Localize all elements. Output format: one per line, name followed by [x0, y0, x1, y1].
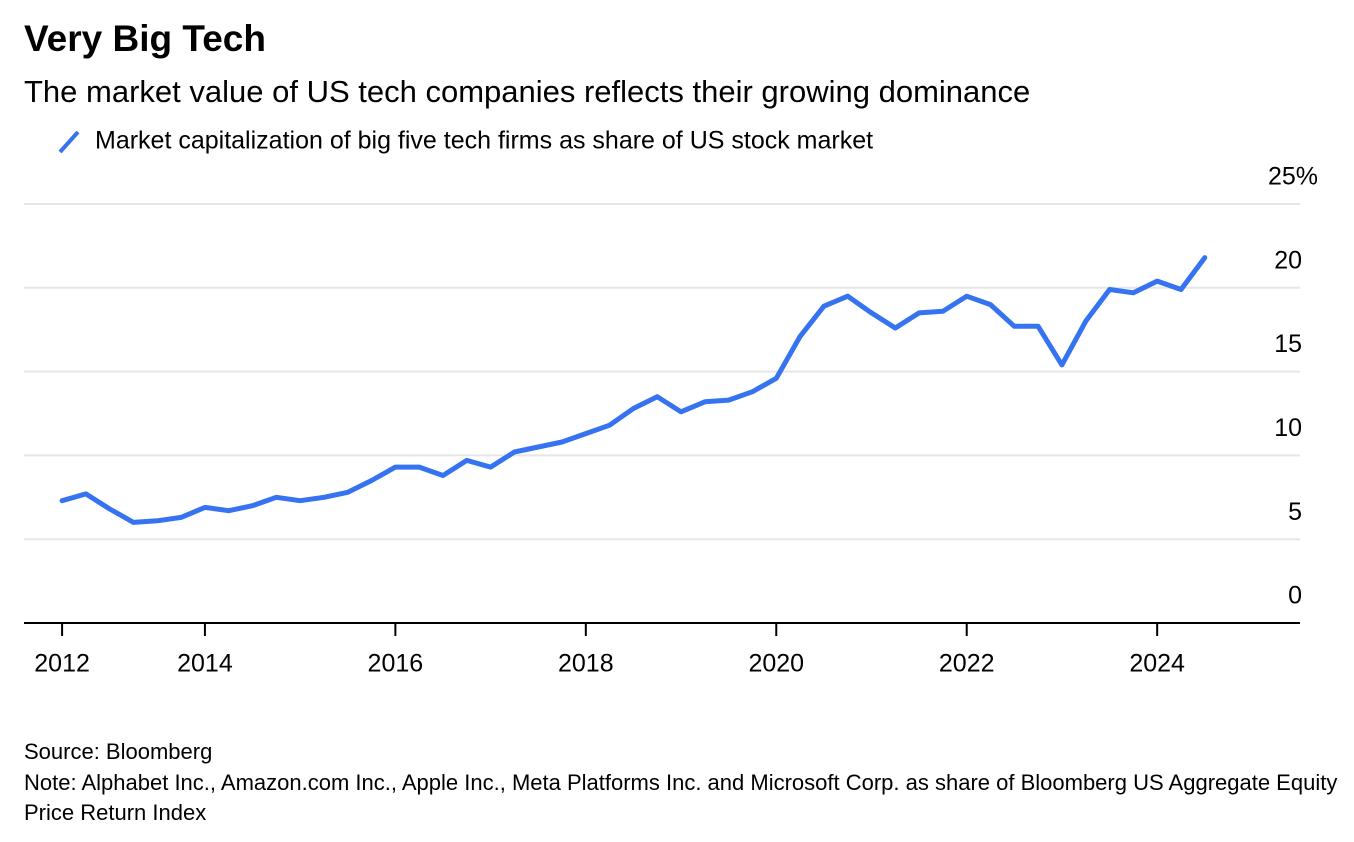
y-tick-label: 15: [1274, 330, 1302, 358]
x-tick-label: 2024: [1129, 650, 1185, 678]
legend-swatch: [58, 130, 80, 154]
chart-subtitle: The market value of US tech companies re…: [24, 74, 1031, 109]
x-tick-label: 2018: [558, 650, 614, 678]
x-tick-label: 2016: [368, 650, 424, 678]
legend-label: Market capitalization of big five tech f…: [95, 127, 873, 155]
y-tick-label: 25%: [1268, 163, 1318, 191]
y-tick-label: 0: [1288, 582, 1302, 610]
x-tick-label: 2012: [34, 650, 90, 678]
source: Source: Bloomberg: [24, 739, 213, 764]
y-tick-label: 5: [1288, 498, 1302, 526]
y-tick-label: 10: [1274, 414, 1302, 442]
x-tick-label: 2020: [748, 650, 804, 678]
x-tick-label: 2022: [939, 650, 995, 678]
x-tick-label: 2014: [177, 650, 233, 678]
chart: Market capitalization of big five tech f…: [24, 127, 1318, 678]
note: Note: Alphabet Inc., Amazon.com Inc., Ap…: [24, 770, 1338, 825]
y-tick-label: 20: [1274, 246, 1302, 274]
chart-title: Very Big Tech: [24, 18, 266, 59]
line: [59, 255, 1208, 525]
